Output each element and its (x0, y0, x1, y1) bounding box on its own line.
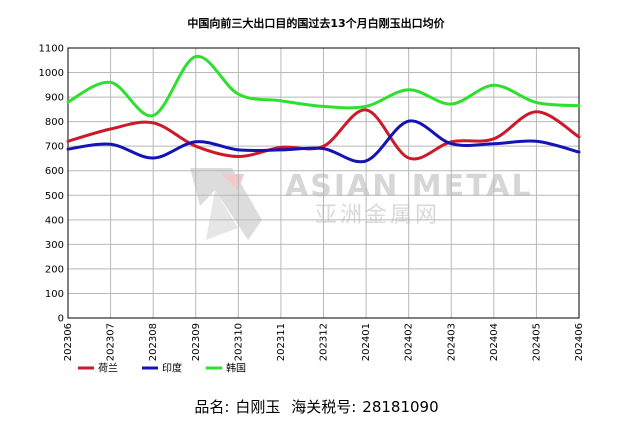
grid (68, 47, 579, 319)
product-name-value: 白刚玉 (235, 398, 281, 416)
y-tick-label: 400 (45, 215, 64, 226)
y-tick-label: 600 (45, 166, 64, 177)
x-tick-label: 202405 (531, 323, 542, 361)
series-line (66, 108, 581, 161)
y-tick-label: 700 (45, 142, 64, 153)
series-line (66, 55, 581, 118)
plot-frame (67, 47, 580, 319)
y-tick-label: 900 (45, 93, 64, 104)
y-axis-ticks: 0 100 200 300 400 500 600 700 800 900 1000 1100 (39, 44, 64, 325)
x-tick-label: 202307 (106, 323, 117, 361)
x-tick-label: 202406 (574, 323, 585, 361)
y-tick-label: 100 (45, 289, 64, 300)
y-tick-label: 1000 (39, 68, 64, 79)
y-tick-label: 200 (45, 264, 64, 275)
x-tick-label: 202402 (404, 323, 415, 361)
legend-label: 韩国 (226, 362, 246, 375)
y-tick-label: 0 (58, 314, 64, 325)
x-tick-label: 202311 (276, 323, 287, 361)
x-tick-label: 202308 (148, 323, 159, 361)
x-tick-label: 202309 (191, 323, 202, 361)
footer: 品名: 白刚玉 海关税号: 28181090 (0, 396, 633, 417)
series-lines (66, 55, 581, 164)
x-tick-label: 202306 (63, 323, 74, 361)
watermark-logo-icon (190, 168, 262, 240)
chart-title: 中国向前三大出口目的国过去13个月白刚玉出口均价 (187, 16, 445, 30)
y-tick-label: 1100 (39, 44, 64, 55)
y-tick-label: 800 (45, 117, 64, 128)
watermark-cn: 亚洲金属网 (315, 203, 440, 228)
x-tick-label: 202310 (233, 323, 244, 361)
watermark: ASIAN METAL 亚洲金属网 (190, 168, 533, 240)
y-tick-label: 300 (45, 240, 64, 251)
x-tick-label: 202404 (489, 323, 500, 361)
product-name-label: 品名: (194, 398, 230, 416)
legend-label: 荷兰 (98, 362, 118, 375)
x-axis-ticks: 202306 202307 202308 202309 202310 202311 2023… (63, 323, 585, 361)
y-tick-label: 500 (45, 191, 64, 202)
series-line (66, 119, 581, 164)
x-tick-label: 202403 (446, 323, 457, 361)
x-tick-label: 202312 (319, 323, 330, 361)
customs-code-value: 28181090 (362, 398, 439, 416)
customs-code-label: 海关税号: (291, 398, 357, 416)
legend: 荷兰 印度 韩国 (78, 362, 246, 375)
legend-label: 印度 (162, 362, 182, 375)
watermark-en: ASIAN METAL (285, 169, 533, 204)
x-tick-label: 202401 (361, 323, 372, 361)
